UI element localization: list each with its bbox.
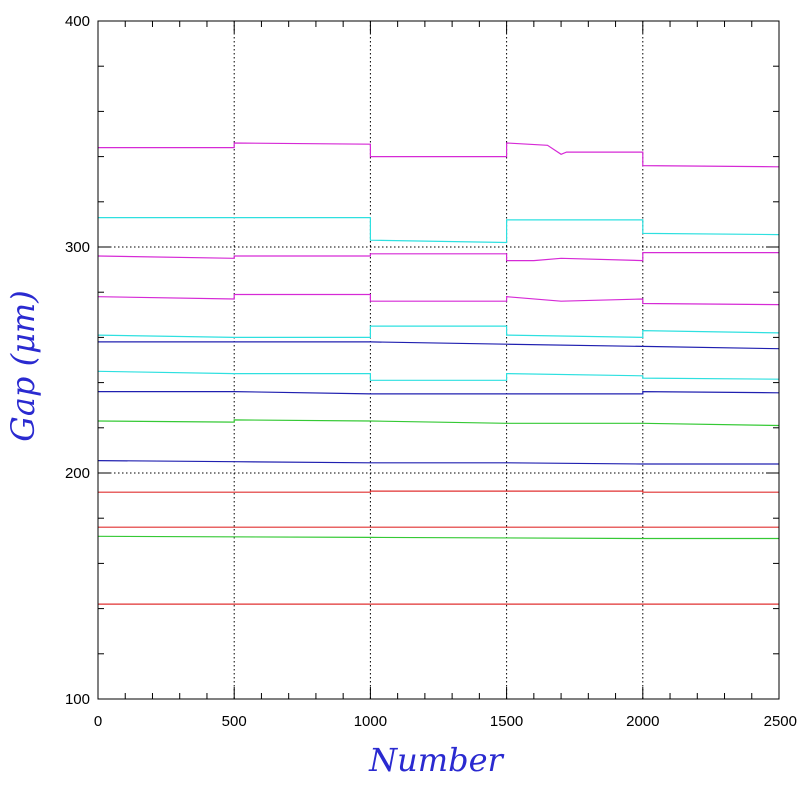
series-line-magenta bbox=[97, 252, 779, 262]
series-line-green bbox=[97, 419, 780, 427]
x-axis-title: Number bbox=[368, 741, 504, 779]
series-lines bbox=[97, 142, 780, 605]
x-tick-label: 2000 bbox=[626, 713, 659, 730]
plot-frame bbox=[97, 20, 780, 700]
series-line-blue bbox=[98, 390, 780, 395]
x-tick-label: 0 bbox=[94, 713, 102, 730]
x-tick-label: 500 bbox=[222, 713, 247, 730]
series-line-green bbox=[97, 535, 779, 540]
y-tick-label: 200 bbox=[65, 465, 90, 482]
series-line-blue bbox=[97, 460, 779, 465]
series-line-blue bbox=[98, 341, 780, 350]
series-line-magenta bbox=[98, 142, 780, 168]
y-tick-label: 100 bbox=[65, 691, 90, 708]
series-line-red bbox=[98, 490, 779, 493]
series-line-cyan bbox=[98, 217, 780, 244]
series-line-magenta bbox=[97, 293, 780, 306]
y-axis-title-main: Gap ( bbox=[4, 352, 42, 441]
y-tick-label: 300 bbox=[65, 239, 90, 256]
axis-ticks bbox=[97, 20, 780, 700]
x-tick-label: 1500 bbox=[490, 713, 523, 730]
y-axis-title-end: m) bbox=[4, 290, 42, 333]
x-tick-label: 2500 bbox=[764, 713, 797, 730]
tick-labels: 0 500 1000 1500 2000 2500 100 200 300 400 bbox=[65, 13, 797, 730]
series-line-cyan bbox=[97, 325, 780, 339]
grid-lines bbox=[98, 21, 779, 699]
y-axis-title-mu: μ bbox=[4, 333, 42, 354]
x-tick-label: 1000 bbox=[354, 713, 387, 730]
y-axis-title: Gap (μm) bbox=[4, 290, 42, 441]
y-tick-label: 400 bbox=[65, 13, 90, 30]
series-line-cyan bbox=[97, 370, 780, 381]
